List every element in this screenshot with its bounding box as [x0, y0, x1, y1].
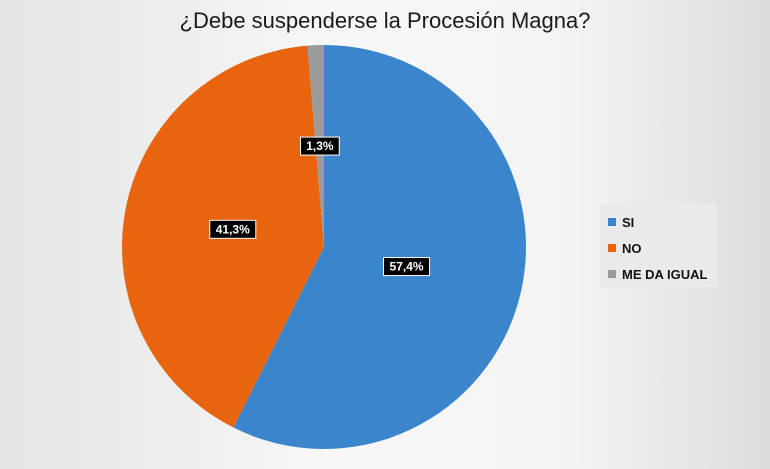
legend-item-no: NO	[608, 235, 717, 261]
legend-item-me-da-igual: ME DA IGUAL	[608, 261, 717, 287]
data-label-no: 41,3%	[209, 219, 257, 239]
pie-slice-si	[233, 45, 527, 449]
data-label-text-si: 57,4%	[390, 260, 424, 274]
legend-label-no: NO	[622, 240, 642, 256]
legend-swatch-me-da-igual	[608, 270, 616, 278]
legend-label-si: SI	[622, 214, 635, 230]
legend: SI NO ME DA IGUAL	[600, 203, 717, 287]
chart-title: ¿Debe suspenderse la Procesión Magna?	[179, 8, 591, 33]
data-label-text-no: 41,3%	[216, 222, 250, 236]
legend-item-si: SI	[608, 209, 717, 235]
legend-swatch-no	[608, 244, 616, 252]
data-label-si: 57,4%	[383, 257, 431, 277]
data-label-me-da-igual: 1,3%	[299, 136, 340, 156]
data-label-text-me-da-igual: 1,3%	[306, 139, 334, 153]
legend-swatch-si	[608, 218, 616, 226]
legend-label-me-da-igual: ME DA IGUAL	[622, 266, 708, 282]
